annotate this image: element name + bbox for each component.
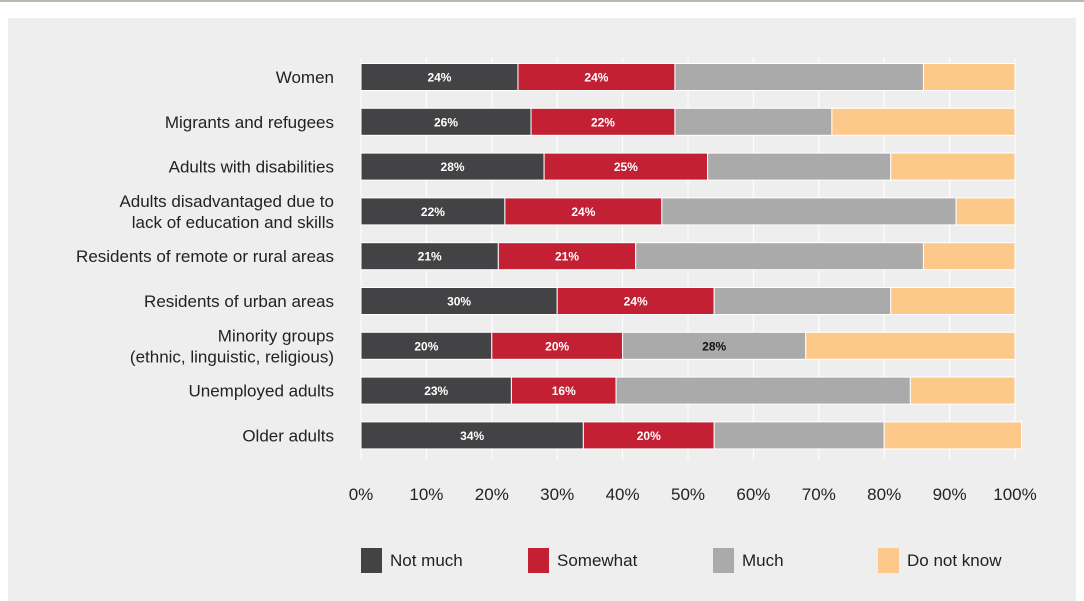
legend-item-do-not-know: Do not know (878, 548, 1002, 573)
bar-segment-do-not-know (890, 152, 1016, 181)
legend-label: Not much (390, 551, 463, 570)
data-label: 25% (614, 160, 638, 174)
bar-segment-do-not-know (883, 421, 1023, 450)
category-label: (ethnic, linguistic, religious) (130, 347, 334, 366)
bar-segment-much (713, 287, 892, 315)
legend: Not much Somewhat Much Do not know (361, 548, 1002, 573)
bar-segment-do-not-know (955, 197, 1016, 226)
data-label: 21% (555, 250, 579, 264)
bar-segment-do-not-know (831, 107, 1016, 136)
category-label: Unemployed adults (188, 382, 334, 401)
bar-segment-much (622, 331, 807, 360)
bar-segment-somewhat (510, 376, 617, 405)
bar-segment-somewhat (497, 242, 637, 271)
data-label: 28% (702, 339, 726, 353)
data-label: 20% (414, 339, 438, 353)
data-label: 24% (571, 205, 595, 219)
x-tick-label: 60% (736, 485, 770, 504)
x-axis-ticks: 0% 10% 20% 30% 40% 50% 60% 70% 80% 90% 100% (349, 485, 1037, 504)
data-label: 22% (421, 205, 445, 219)
bar-segment-much (661, 197, 957, 226)
x-tick-label: 0% (349, 485, 374, 504)
category-label: Residents of remote or rural areas (76, 247, 334, 266)
bar-segment-somewhat (517, 63, 676, 91)
bar-segment-not-much (360, 376, 512, 405)
bar-segment-do-not-know (909, 376, 1016, 405)
bar-segment-not-much (360, 197, 506, 226)
category-label: Migrants and refugees (165, 113, 334, 132)
bar-segment-do-not-know (890, 287, 1016, 315)
category-label: Minority groups (218, 326, 334, 345)
bar-segment-much (713, 421, 885, 450)
legend-item-somewhat: Somewhat (528, 548, 638, 573)
data-label: 16% (552, 384, 576, 398)
x-tick-label: 20% (475, 485, 509, 504)
top-rule (0, 0, 1084, 2)
data-label: 20% (637, 429, 661, 443)
legend-swatch (361, 548, 382, 573)
legend-swatch (878, 548, 899, 573)
legend-label: Much (742, 551, 784, 570)
bars: 24% 24% 26% 22% 28% 25% 22% 24% 21% 21% 30% 24% 20% 2… (360, 63, 1023, 450)
bar-segment-not-much (360, 107, 532, 136)
legend-label: Somewhat (557, 551, 638, 570)
x-tick-label: 90% (933, 485, 967, 504)
bar-segment-not-much (360, 63, 519, 91)
bar-segment-much (674, 63, 924, 91)
legend-swatch (528, 548, 549, 573)
bar-segment-somewhat (491, 331, 624, 360)
bar-segment-somewhat (582, 421, 715, 450)
x-tick-label: 70% (802, 485, 836, 504)
bar-segment-somewhat (543, 152, 709, 181)
bar-segment-somewhat (530, 107, 676, 136)
x-tick-label: 30% (540, 485, 574, 504)
bar-segment-somewhat (504, 197, 663, 226)
bar-segment-somewhat (556, 287, 715, 315)
x-tick-label: 50% (671, 485, 705, 504)
bar-segment-much (674, 107, 833, 136)
legend-swatch (713, 548, 734, 573)
x-tick-label: 10% (409, 485, 443, 504)
bar-segment-not-much (360, 242, 499, 271)
data-label: 34% (460, 429, 484, 443)
bar-segment-do-not-know (922, 63, 1016, 91)
data-label: 24% (584, 71, 608, 85)
data-label: 26% (434, 115, 458, 129)
data-label: 24% (624, 295, 648, 309)
x-tick-label: 100% (993, 485, 1036, 504)
bar-segment-much (615, 376, 911, 405)
category-label: lack of education and skills (132, 213, 334, 232)
category-label: Adults with disabilities (169, 158, 334, 177)
bar-segment-not-much (360, 287, 558, 315)
legend-label: Do not know (907, 551, 1002, 570)
x-tick-label: 40% (606, 485, 640, 504)
category-label: Residents of urban areas (144, 292, 334, 311)
category-label: Adults disadvantaged due to (119, 192, 334, 211)
data-label: 20% (545, 339, 569, 353)
category-label: Older adults (242, 426, 334, 445)
category-label: Women (276, 68, 334, 87)
data-label: 30% (447, 295, 471, 309)
bar-segment-much (707, 152, 892, 181)
category-labels: Women Migrants and refugees Adults with di… (76, 68, 334, 445)
bar-segment-not-much (360, 331, 493, 360)
legend-item-much: Much (713, 548, 784, 573)
bar-segment-do-not-know (805, 331, 1016, 360)
bar-segment-much (635, 242, 924, 271)
data-label: 24% (427, 71, 451, 85)
legend-item-not-much: Not much (361, 548, 463, 573)
bar-segment-not-much (360, 421, 584, 450)
x-tick-label: 80% (867, 485, 901, 504)
data-label: 22% (591, 115, 615, 129)
bar-segment-do-not-know (922, 242, 1016, 271)
data-label: 23% (424, 384, 448, 398)
data-label: 21% (418, 250, 442, 264)
data-label: 28% (441, 160, 465, 174)
bar-segment-not-much (360, 152, 545, 181)
